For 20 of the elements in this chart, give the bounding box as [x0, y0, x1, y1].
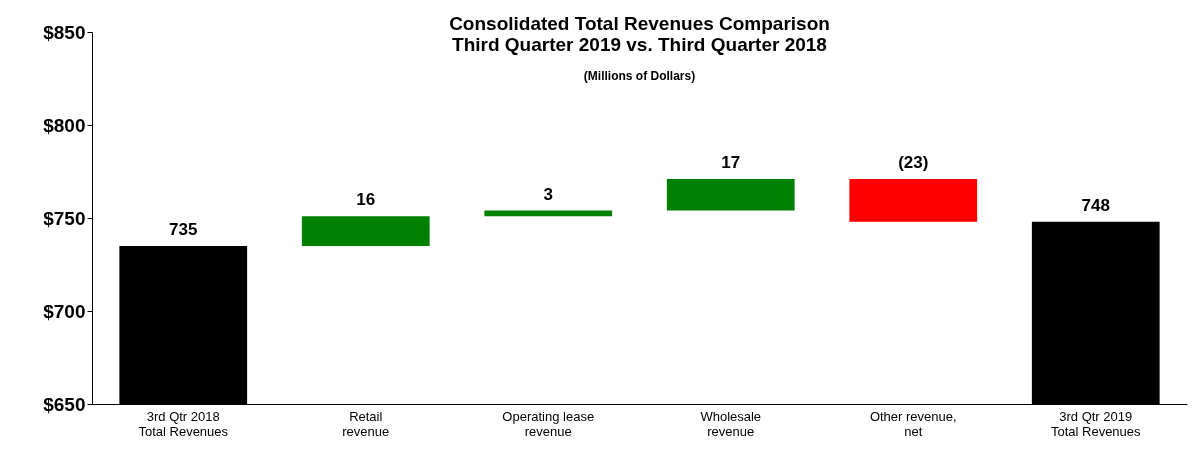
y-tick-label: $750 — [43, 207, 86, 229]
x-tick-label: Retail revenue — [342, 408, 390, 439]
y-tick-label: $650 — [43, 393, 86, 415]
chart-subtitle: Third Quarter 2019 vs. Third Quarter 2018 — [452, 34, 827, 55]
data-label: 748 — [1081, 195, 1110, 215]
y-tick-label: $850 — [43, 21, 86, 43]
x-tick-label: 3rd Qtr 2019 Total Revenues — [1050, 408, 1142, 439]
x-tick-label: Wholesale revenue — [700, 408, 762, 439]
data-label: 3 — [543, 184, 553, 204]
data-label: (23) — [898, 152, 929, 172]
x-tick-label: 3rd Qtr 2018 Total Revenues — [138, 408, 229, 439]
annotation: (Millions of Dollars) — [583, 69, 696, 83]
y-tick-label: $700 — [43, 300, 86, 322]
x-tick-label: Other revenue, net — [869, 408, 957, 439]
data-label: 16 — [356, 190, 376, 210]
data-label: 735 — [169, 219, 198, 239]
data-label: 17 — [721, 152, 741, 172]
x-tick-label: Operating lease revenue — [502, 408, 595, 439]
chart-title: Consolidated Total Revenues Comparison — [449, 13, 830, 34]
y-tick-label: $800 — [43, 114, 86, 136]
